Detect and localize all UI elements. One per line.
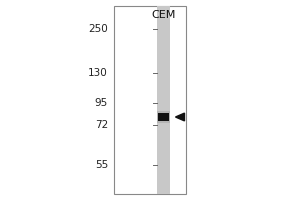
Bar [157,6,170,194]
Text: 250: 250 [88,24,108,34]
Text: CEM: CEM [151,10,176,20]
Polygon shape [176,113,184,121]
Text: 95: 95 [95,98,108,108]
Bar [157,111,170,123]
Bar [158,113,169,121]
Text: 130: 130 [88,68,108,78]
Text: 72: 72 [95,120,108,130]
Text: 55: 55 [95,160,108,170]
Bar [114,6,186,194]
